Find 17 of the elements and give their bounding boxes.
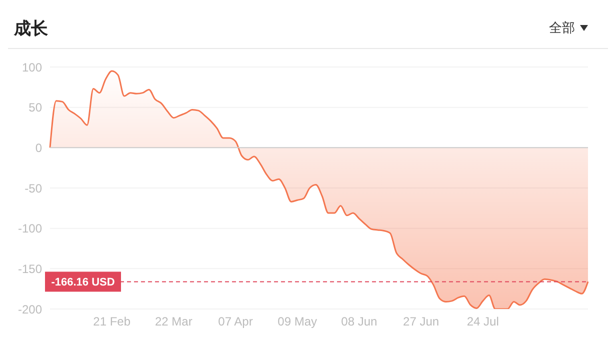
y-tick-label: -100 (18, 222, 42, 236)
x-tick-label: 22 Mar (155, 314, 192, 329)
ref-line-label: -166.16 USD (51, 276, 115, 289)
x-tick-label: 27 Jun (403, 314, 440, 329)
x-tick-label: 07 Apr (218, 314, 253, 329)
y-tick-label: -200 (18, 302, 42, 316)
y-tick-label: -50 (24, 181, 42, 196)
y-tick-label: -150 (18, 262, 42, 276)
x-tick-label: 21 Feb (93, 314, 131, 329)
y-tick-label: 100 (22, 60, 42, 74)
y-tick-label: 50 (28, 100, 42, 115)
text: 全部 (549, 19, 575, 37)
chart-title: 成长 (14, 18, 48, 40)
x-tick-label: 24 Jul (466, 314, 499, 329)
x-tick-label: 09 May (278, 314, 318, 329)
y-tick-label: 0 (35, 140, 42, 155)
x-tick-label: 08 Jun (341, 314, 378, 329)
